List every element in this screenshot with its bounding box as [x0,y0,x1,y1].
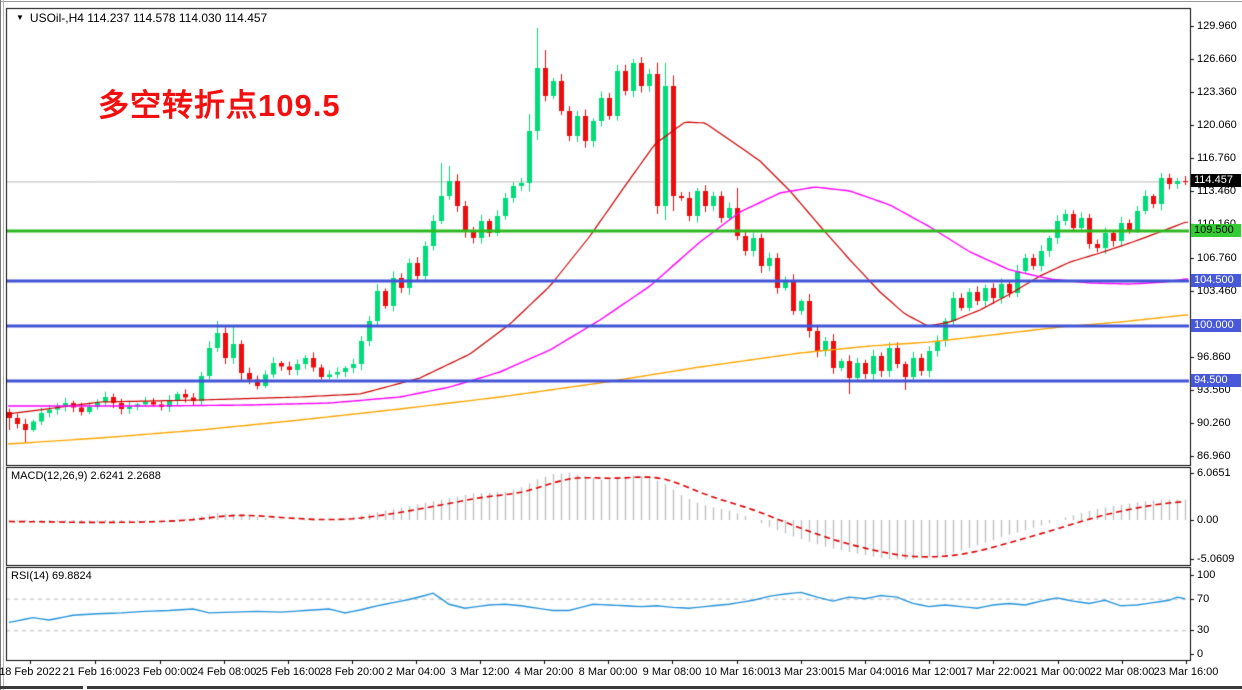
time-axis-label: 17 Mar 22:00 [960,666,1026,678]
chart-title: ▼ USOil-,H4 114.237 114.578 114.030 114.… [16,11,267,25]
time-axis-label: 15 Mar 04:00 [832,666,898,678]
level-price-label[interactable]: 94.500 [1191,374,1241,387]
price-axis-tick: 86.960 [1197,450,1231,463]
price-axis-tick: 120.060 [1197,119,1237,132]
time-axis-label: 4 Mar 20:00 [514,666,574,678]
price-axis-tick: 103.460 [1197,285,1237,298]
horizontal-scrollbar[interactable] [0,686,1242,689]
time-axis-label: 23 Feb 00:00 [127,666,193,678]
time-axis-label: 22 Mar 08:00 [1089,666,1155,678]
time-axis-label: 13 Mar 23:00 [768,666,834,678]
window-left-inner-border [3,0,4,690]
time-axis-label: 8 Mar 00:00 [578,666,638,678]
price-axis-tick: 129.960 [1197,20,1237,33]
time-axis-label: 23 Mar 16:00 [1153,666,1219,678]
rsi-axis-tick: 30 [1197,624,1210,637]
rsi-axis-tick: 70 [1197,592,1210,605]
price-axis-tick: 90.260 [1197,417,1231,430]
time-axis-label: 18 Feb 2022 [0,666,61,678]
price-axis-tick: 113.460 [1197,185,1236,198]
time-axis-label: 3 Mar 12:00 [450,666,510,678]
price-axis-tick: 96.860 [1197,351,1231,364]
time-axis-label: 21 Feb 16:00 [62,666,128,678]
rsi-axis-tick: 0 [1197,648,1204,660]
time-axis-label: 21 Mar 00:00 [1025,666,1091,678]
level-price-label[interactable]: 104.500 [1191,274,1241,287]
price-axis-tick: 106.760 [1197,252,1237,265]
current-price-label: 114.457 [1191,174,1241,188]
level-price-label[interactable]: 100.000 [1191,319,1241,332]
symbol-dropdown-icon[interactable]: ▼ [16,13,24,22]
time-axis-label: 9 Mar 08:00 [642,666,702,678]
title-text: USOil-,H4 114.237 114.578 114.030 114.45… [29,11,268,25]
time-axis-label: 28 Feb 20:00 [319,666,385,678]
time-axis-label: 2 Mar 04:00 [386,666,446,678]
macd-axis-tick: -5.0609 [1197,553,1235,566]
macd-indicator-label: MACD(12,26,9) 2.6241 2.2688 [11,470,161,482]
price-axis-tick: 126.660 [1197,53,1237,66]
pivot-annotation: 多空转折点109.5 [98,88,341,123]
rsi-indicator-label: RSI(14) 69.8824 [11,570,92,582]
window-top-border [0,1,1242,2]
window-left-border [0,0,1,690]
time-axis-label: 25 Feb 16:00 [255,666,321,678]
price-axis-tick: 93.560 [1197,384,1231,397]
horizontal-scrollbar-notch [83,686,87,689]
rsi-axis-tick: 100 [1197,569,1216,581]
level-price-label[interactable]: 109.500 [1191,224,1241,237]
time-axis-label: 10 Mar 16:00 [704,666,770,678]
price-axis-tick: 116.760 [1197,152,1236,165]
macd-axis-tick: 6.0651 [1197,466,1231,479]
time-axis-label: 16 Mar 12:00 [896,666,962,678]
macd-axis-tick: 0.00 [1197,514,1219,526]
price-axis-tick: 123.360 [1197,86,1237,99]
time-axis-label: 24 Feb 08:00 [191,666,257,678]
